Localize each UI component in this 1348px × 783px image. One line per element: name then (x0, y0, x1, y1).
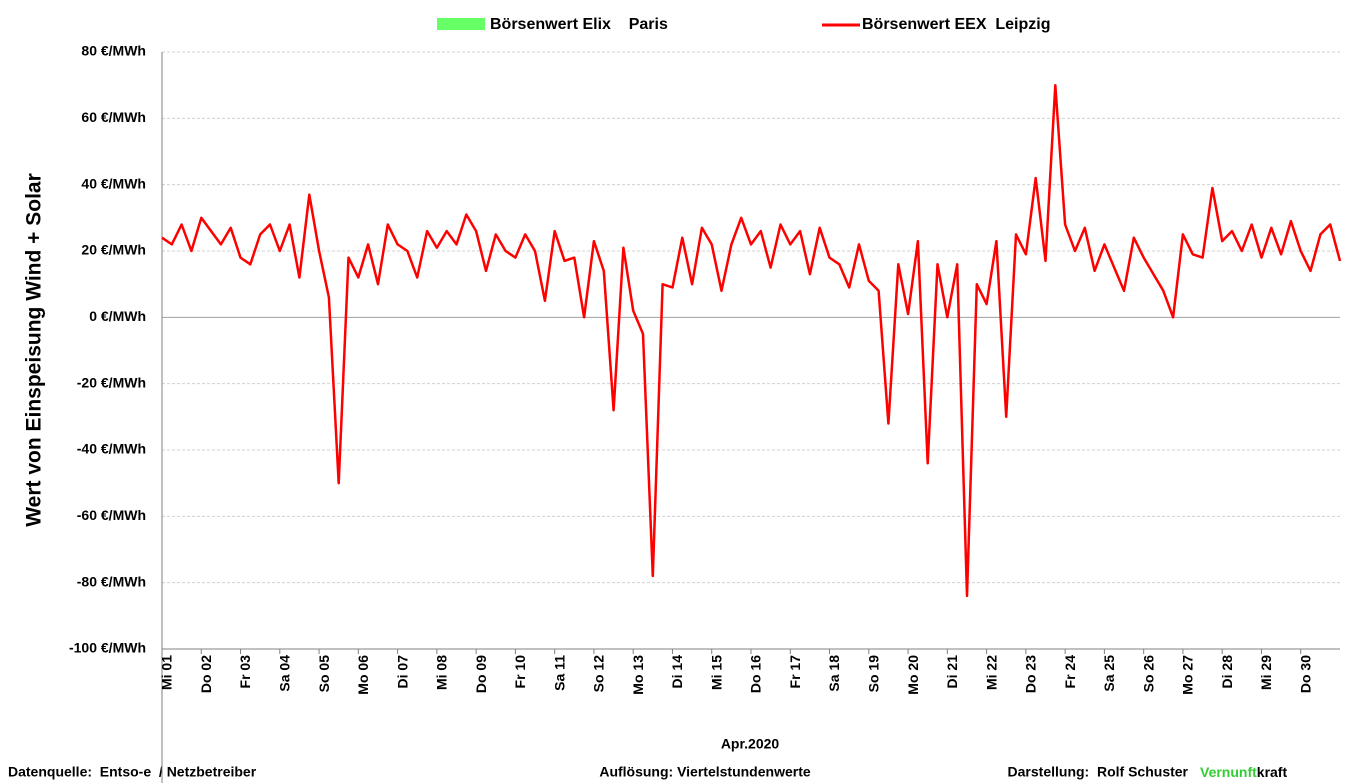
footer-right: Darstellung: Rolf Schuster (1008, 764, 1189, 780)
x-tick-label: Sa 18 (826, 655, 842, 692)
y-tick-label: 20 €/MWh (81, 242, 146, 258)
x-tick-label: Di 28 (1219, 655, 1235, 689)
x-tick-label: Mo 13 (630, 655, 646, 695)
x-tick-label: Sa 11 (551, 655, 567, 691)
x-tick-label: Sa 25 (1101, 655, 1117, 692)
x-tick-label: Sa 04 (277, 655, 293, 692)
y-tick-label: -80 €/MWh (77, 573, 146, 589)
x-tick-label: Mi 15 (708, 655, 724, 690)
footer-center: Auflösung: Viertelstundenwerte (599, 764, 811, 780)
x-tick-label: Do 02 (198, 655, 214, 693)
x-tick-label: Mo 27 (1180, 655, 1196, 695)
x-tick-label: Do 30 (1297, 655, 1313, 693)
x-tick-label: So 05 (316, 655, 332, 693)
y-tick-label: -20 €/MWh (77, 374, 146, 390)
brand-part1: Vernunft (1200, 764, 1257, 780)
y-axis-label: Wert von Einspeisung Wind + Solar (23, 173, 46, 527)
y-tick-label: 80 €/MWh (81, 43, 146, 59)
legend-label: Börsenwert EEX Leipzig (862, 16, 1050, 33)
series-line (161, 83, 1342, 598)
y-tick-label: 0 €/MWh (89, 308, 146, 324)
x-tick-label: Mi 22 (983, 655, 999, 690)
x-tick-label: Do 09 (473, 655, 489, 693)
x-tick-label: So 26 (1140, 655, 1156, 693)
x-tick-label: Mo 06 (355, 655, 371, 695)
x-tick-label: So 19 (866, 655, 882, 693)
brand-part2: kraft (1257, 764, 1288, 780)
x-tick-label: Do 16 (748, 655, 764, 693)
x-tick-label: Di 21 (944, 655, 960, 689)
x-tick-label: Di 14 (669, 655, 685, 689)
legend-swatch (437, 18, 485, 30)
footer-left: Datenquelle: Entso-e / Netzbetreiber (8, 764, 257, 780)
x-tick-label: Fr 10 (512, 655, 528, 689)
y-tick-label: 40 €/MWh (81, 175, 146, 191)
x-tick-label: Fr 17 (787, 655, 803, 689)
y-tick-label: 60 €/MWh (81, 109, 146, 125)
x-tick-label: Di 07 (394, 655, 410, 689)
x-tick-label: Mi 08 (434, 655, 450, 690)
x-tick-label: Mi 29 (1258, 655, 1274, 690)
legend-label: Börsenwert Elix Paris (490, 16, 668, 33)
x-tick-label: Fr 03 (237, 655, 253, 689)
x-tick-label: Mo 20 (905, 655, 921, 695)
y-tick-label: -40 €/MWh (77, 441, 146, 457)
x-tick-label: Do 23 (1023, 655, 1039, 693)
x-axis-label: Apr.2020 (721, 736, 780, 752)
y-tick-label: -100 €/MWh (69, 640, 146, 656)
x-tick-label: Mi 01 (159, 655, 175, 690)
x-tick-label: So 12 (591, 655, 607, 693)
y-tick-label: -60 €/MWh (77, 507, 146, 523)
brand: Vernunftkraft (1200, 764, 1287, 780)
x-tick-label: Fr 24 (1062, 655, 1078, 689)
